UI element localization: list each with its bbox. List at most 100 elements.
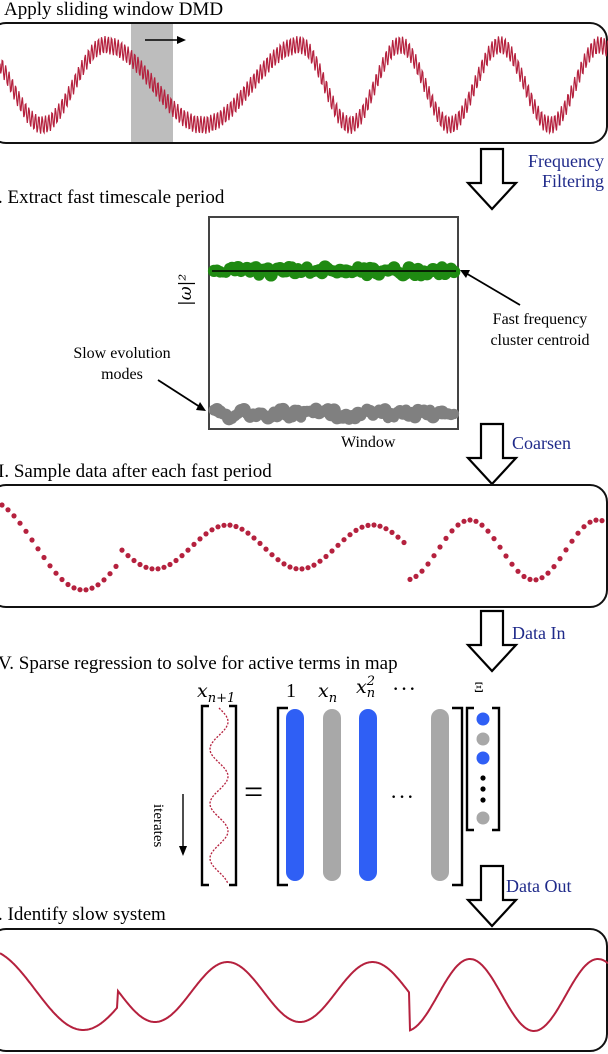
sampled-point: [323, 553, 329, 560]
lhs-base: x: [197, 680, 208, 702]
sampled-point: [239, 526, 245, 532]
column-label-xn: xn: [318, 680, 337, 706]
sampled-point: [227, 522, 233, 528]
sampled-point: [365, 522, 371, 529]
lhs-signal: [209, 707, 229, 884]
fast-anno-arrow: [463, 271, 521, 306]
fast-frequency-annotation: Fast frequency cluster centroid: [470, 310, 608, 352]
sampled-point: [53, 570, 59, 576]
coefficient-active: [476, 751, 490, 765]
matrix-ellipsis: ···: [390, 784, 415, 809]
sampled-point: [281, 561, 287, 567]
flow-label-line1: Frequency: [528, 151, 604, 171]
sampled-point: [383, 526, 389, 532]
sampled-point: [185, 547, 191, 553]
equals-sign: =: [244, 774, 264, 811]
flow-arrow-2: [465, 422, 519, 486]
xn-base: x: [318, 680, 329, 702]
sampled-point: [257, 540, 263, 547]
fast-anno-arrowhead: [460, 270, 470, 278]
sampled-point: [191, 541, 197, 548]
sampled-point: [215, 524, 221, 530]
slow-anno-line1: Slow evolution: [73, 345, 171, 362]
panel3-sampled-chart: [0, 502, 605, 593]
panel3-frame: [0, 484, 608, 608]
sampled-point: [77, 587, 83, 593]
coefficient-inactive: [476, 732, 490, 746]
sampled-point: [5, 507, 11, 513]
sampled-point: [47, 563, 53, 569]
coefficient-ellipsis-dot: [480, 786, 486, 792]
column-label-ellipsis: ···: [392, 676, 417, 701]
sampled-point: [479, 522, 485, 528]
step3-title: I. Sample data after each fast period: [0, 461, 272, 482]
sampled-point: [65, 581, 71, 588]
flow-label-frequency-filtering: Frequency Filtering: [510, 151, 604, 192]
sampled-point: [167, 561, 173, 568]
sampled-point: [209, 527, 215, 533]
sampled-point: [17, 520, 23, 526]
sampled-point: [497, 544, 503, 550]
lhs-subscript: n+1: [207, 690, 236, 706]
step2-title: . Extract fast timescale period: [0, 187, 225, 208]
window-arrowhead: [177, 36, 186, 44]
slow-system-signal: [0, 952, 608, 1032]
sampled-point: [545, 570, 551, 576]
xn2-superscript: 2: [366, 674, 375, 689]
xn2-base: x: [356, 676, 367, 698]
panel5-frame: [0, 928, 608, 1052]
sampled-point: [425, 561, 431, 567]
sampled-point: [509, 561, 515, 567]
sampled-point: [473, 518, 479, 524]
step4-title: V. Sparse regression to solve for active…: [0, 653, 398, 674]
sampled-point: [263, 546, 269, 552]
sampled-point: [569, 538, 575, 544]
lhs-right-bracket: [229, 704, 238, 887]
sampled-point: [137, 561, 143, 568]
sampled-point: [533, 577, 539, 583]
sampled-point: [59, 576, 65, 583]
slow-cluster-point: [448, 408, 460, 420]
sampled-point: [515, 568, 521, 574]
sampled-point: [293, 566, 299, 572]
flow-label-line2: Filtering: [542, 170, 604, 191]
xn-subscript: n: [328, 690, 338, 706]
sampled-point: [377, 523, 383, 529]
sampled-point: [245, 530, 251, 536]
sampled-point: [119, 547, 125, 553]
coefficient-active: [476, 712, 490, 726]
sampled-point: [449, 528, 455, 534]
flow-label-data-out: Data Out: [506, 876, 572, 896]
xi-right-bracket: [492, 706, 501, 832]
slow-evolution-annotation: Slow evolution modes: [52, 344, 192, 386]
xi-label: Ξ: [474, 680, 484, 696]
sampled-point: [155, 566, 161, 572]
sampled-point: [341, 537, 347, 543]
sampled-point: [161, 564, 167, 570]
sampled-point: [353, 527, 359, 534]
slow-anno-arrow: [157, 379, 201, 408]
sampled-point: [251, 535, 257, 541]
sampled-point: [413, 573, 419, 580]
sampled-point: [275, 557, 281, 563]
sampled-point: [401, 539, 407, 546]
sampled-point: [305, 565, 311, 571]
window-axis-label: Window: [341, 434, 396, 451]
sampled-point: [359, 524, 365, 530]
sampled-point: [389, 529, 395, 536]
iterates-arrowhead: [179, 846, 187, 856]
fast-slow-signal: [0, 35, 608, 135]
flow-label-data-in: Data In: [512, 623, 566, 643]
regression-diagram: [179, 704, 501, 887]
sampled-point: [143, 564, 149, 570]
sampled-point: [269, 552, 275, 558]
sampled-point: [113, 563, 119, 570]
sampled-point: [317, 558, 323, 564]
sampled-point: [95, 582, 101, 588]
coefficient-ellipsis-dot: [480, 775, 486, 781]
sampled-point: [563, 547, 569, 553]
sampled-point: [329, 548, 335, 554]
sampled-point: [599, 518, 605, 524]
sampled-point: [491, 536, 497, 542]
